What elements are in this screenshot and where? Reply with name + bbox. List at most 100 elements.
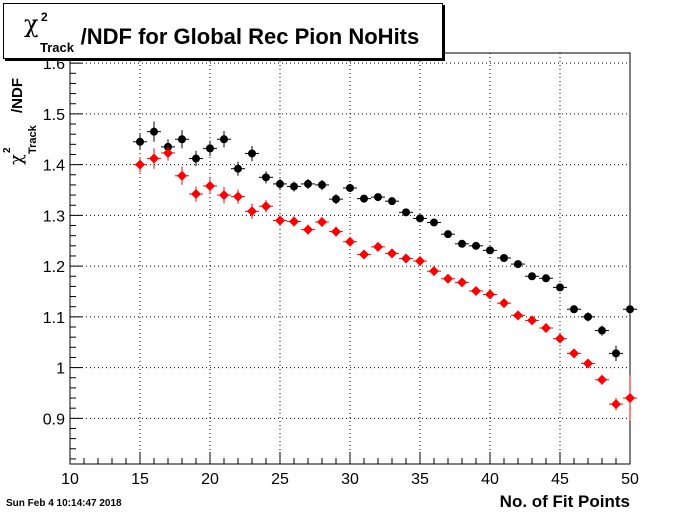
data-point-red: [429, 266, 439, 277]
data-point-red: [513, 310, 523, 321]
datestamp: Sun Feb 4 10:14:47 2018: [6, 498, 122, 509]
data-point-red: [625, 393, 635, 404]
data-point-black: [374, 193, 382, 202]
x-tick-label: 15: [131, 471, 149, 488]
data-point-red: [191, 189, 201, 200]
data-point-red: [541, 323, 551, 334]
data-point-black: [136, 137, 144, 146]
y-tick-label: 0.9: [43, 411, 65, 428]
chart-title-box: χ 2 Track /NDF for Global Rec Pion NoHit…: [3, 3, 443, 59]
data-point-black: [556, 283, 564, 292]
data-point-red: [387, 248, 397, 259]
data-points: [133, 121, 637, 421]
x-tick-label: 35: [411, 471, 429, 488]
x-tick-label: 20: [201, 471, 219, 488]
x-axis-label: No. of Fit Points: [499, 492, 630, 511]
data-point-black: [332, 195, 340, 204]
title-text: /NDF for Global Rec Pion NoHits: [80, 24, 420, 49]
data-point-black: [234, 164, 242, 173]
data-point-black: [472, 241, 480, 250]
grid-lines: [70, 53, 630, 464]
data-point-red: [485, 289, 495, 300]
data-point-red: [331, 226, 341, 237]
data-point-black: [304, 179, 312, 188]
data-point-black: [416, 214, 424, 223]
data-point-red: [275, 215, 285, 226]
x-tick-label: 10: [61, 471, 79, 488]
data-point-red: [359, 249, 369, 260]
y-tick-label: 1.6: [43, 56, 65, 73]
data-point-red: [345, 236, 355, 247]
data-point-black: [346, 183, 354, 192]
data-point-black: [318, 180, 326, 189]
data-point-red: [415, 256, 425, 267]
data-point-red: [261, 201, 271, 212]
data-point-black: [444, 230, 452, 239]
data-point-black: [570, 305, 578, 314]
y-tick-label: 1.1: [43, 310, 65, 327]
data-point-black: [248, 149, 256, 158]
data-point-black: [276, 179, 284, 188]
ylabel-chi-symbol: χ: [6, 154, 27, 165]
data-point-red: [317, 216, 327, 227]
data-point-red: [219, 190, 229, 201]
data-point-black: [388, 197, 396, 206]
data-point-black: [584, 312, 592, 321]
y-axis-label: χ 2 Track /NDF: [0, 55, 40, 165]
data-point-red: [303, 224, 313, 235]
chart-title: χ 2 Track /NDF for Global Rec Pion NoHit…: [24, 10, 419, 55]
data-point-black: [220, 135, 228, 144]
x-tick-label: 25: [271, 471, 289, 488]
data-point-black: [178, 135, 186, 144]
data-point-red: [135, 159, 145, 170]
data-point-black: [458, 239, 466, 248]
plot-frame: [69, 52, 631, 465]
data-point-red: [205, 180, 215, 191]
y-tick-label: 1.2: [43, 259, 65, 276]
y-tick-label: 1.4: [43, 158, 65, 175]
data-point-black: [500, 253, 508, 262]
data-point-black: [626, 305, 634, 314]
title-superscript: 2: [41, 10, 48, 24]
data-point-red: [471, 285, 481, 296]
axes: 10 15 20 25 30 35 40 45 50 0.9 1 1.1 1.2 1.3 1.4 1.5 1.6: [43, 52, 639, 488]
data-point-red: [373, 241, 383, 252]
data-point-red: [443, 273, 453, 284]
data-point-red: [289, 216, 299, 227]
ylabel-subscript: Track: [27, 124, 39, 154]
ylabel-text: /NDF: [9, 78, 26, 113]
data-point-black: [430, 218, 438, 227]
data-point-black: [486, 246, 494, 255]
y-tick-label: 1.5: [43, 107, 65, 124]
data-point-red: [597, 374, 607, 385]
ylabel-superscript: 2: [2, 147, 13, 153]
x-tick-label: 40: [481, 471, 499, 488]
y-tick-label: 1.3: [43, 208, 65, 225]
x-tick-label: 50: [621, 471, 639, 488]
data-point-red: [163, 147, 173, 158]
data-point-black: [262, 173, 270, 182]
data-point-black: [150, 127, 158, 136]
data-point-black: [360, 194, 368, 203]
data-point-black: [542, 274, 550, 283]
data-point-red: [583, 358, 593, 369]
title-chi-symbol: χ: [24, 10, 39, 38]
data-point-black: [290, 182, 298, 191]
data-point-red: [233, 191, 243, 202]
data-point-red: [555, 333, 565, 344]
data-point-black: [514, 260, 522, 269]
data-point-red: [149, 153, 159, 164]
data-point-red: [457, 277, 467, 288]
data-point-red: [177, 170, 187, 181]
title-subscript: Track: [40, 40, 74, 55]
data-point-black: [598, 326, 606, 335]
y-tick-label: 1: [56, 361, 65, 378]
data-point-red: [527, 315, 537, 326]
x-tick-label: 45: [551, 471, 569, 488]
data-point-black: [528, 272, 536, 281]
data-point-black: [206, 144, 214, 153]
data-point-red: [611, 399, 621, 410]
data-point-black: [192, 154, 200, 163]
data-point-red: [247, 206, 257, 217]
